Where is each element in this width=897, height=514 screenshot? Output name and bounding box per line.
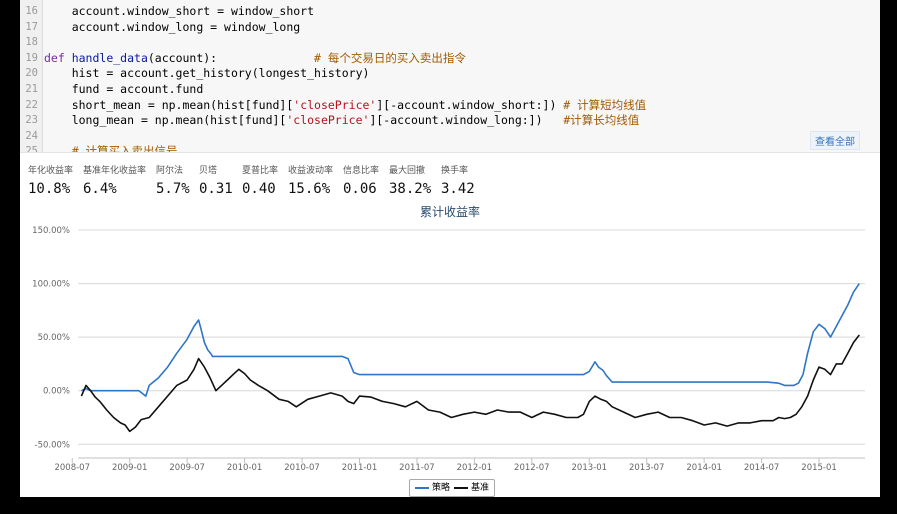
metric-label: 收益波动率 xyxy=(288,166,334,176)
code-line: 20 hist = account.get_history(longest_hi… xyxy=(20,65,880,81)
metric-sharpe: 夏普比率 0.40 xyxy=(242,163,278,197)
line-number: 20 xyxy=(25,67,38,80)
metric-value: 5.7% xyxy=(156,181,190,197)
x-tick-label: 2008-07 xyxy=(54,463,90,473)
view-all-button[interactable]: 查看全部 xyxy=(810,131,860,150)
metric-label: 夏普比率 xyxy=(242,166,279,176)
line-number: 24 xyxy=(25,129,38,142)
metric-label: 阿尔法 xyxy=(156,166,184,176)
code-text: account.window_short = window_short xyxy=(71,4,315,18)
line-number: 18 xyxy=(25,36,38,49)
line-number: 25 xyxy=(25,145,38,153)
chart-grid xyxy=(78,229,865,459)
line-number: 16 xyxy=(25,5,38,17)
code-text: short_mean = np.mean(hist[fund]['closePr… xyxy=(71,97,647,112)
metric-volatility: 收益波动率 15.6% xyxy=(288,163,333,197)
y-tick-label: 50.00% xyxy=(38,333,70,343)
y-axis-ticks: 150.00% 100.00% 50.00% 0.00% -50.00% xyxy=(32,226,70,450)
code-line: 22 short_mean = np.mean(hist[fund]['clos… xyxy=(20,97,880,113)
metric-benchmark-annual-return: 基准年化收益率 6.4% xyxy=(83,163,146,197)
metric-value: 3.42 xyxy=(441,181,475,197)
x-tick-label: 2014-01 xyxy=(686,463,722,473)
metric-label: 年化收益率 xyxy=(28,166,74,176)
metric-value: 0.06 xyxy=(343,181,377,197)
metric-beta: 贝塔 0.31 xyxy=(199,163,233,197)
x-tick-label: 2009-01 xyxy=(112,463,148,473)
metric-label: 换手率 xyxy=(441,166,469,176)
code-line: 18 xyxy=(20,34,880,50)
x-axis-ticks: 2008-07 2009-01 2009-07 2010-01 2010-07 2011-… xyxy=(54,458,837,473)
x-tick-label: 2010-01 xyxy=(227,463,263,473)
metric-annual-return: 年化收益率 10.8% xyxy=(28,163,73,197)
metric-value: 15.6% xyxy=(288,181,331,197)
x-tick-label: 2013-07 xyxy=(629,463,665,473)
y-tick-label: 150.00% xyxy=(32,226,70,236)
metric-value: 10.8% xyxy=(28,181,71,197)
code-text: fund = account.fund xyxy=(71,82,204,96)
code-line: 19 def handle_data(account): # 每个交易日的买入卖出… xyxy=(20,50,880,66)
code-line: 25 # 计算买入卖出信号 xyxy=(20,143,880,153)
code-editor[interactable]: 16 account.window_short = window_short 17… xyxy=(20,0,880,153)
x-tick-label: 2009-07 xyxy=(169,463,205,473)
x-tick-label: 2010-07 xyxy=(284,463,320,473)
y-tick-label: -50.00% xyxy=(35,440,70,450)
metric-label: 贝塔 xyxy=(199,166,218,176)
metric-information-ratio: 信息比率 0.06 xyxy=(343,163,379,197)
code-text: def handle_data(account): # 每个交易日的买入卖出指令 xyxy=(44,50,466,65)
y-tick-label: 0.00% xyxy=(43,387,70,397)
line-number-gutter xyxy=(20,0,43,152)
x-tick-label: 2012-01 xyxy=(457,463,493,473)
metric-value: 0.40 xyxy=(242,181,276,197)
legend-swatch-benchmark xyxy=(454,486,468,489)
metric-label: 信息比率 xyxy=(343,166,380,176)
chart-title: 累计收益率 xyxy=(419,205,480,219)
legend-item-benchmark[interactable]: 基准 xyxy=(454,481,489,495)
metric-alpha: 阿尔法 5.7% xyxy=(156,163,190,197)
legend-label-benchmark: 基准 xyxy=(471,483,490,493)
metric-label: 最大回撤 xyxy=(389,166,426,176)
line-number: 19 xyxy=(25,51,38,64)
x-tick-label: 2012-07 xyxy=(514,463,550,473)
line-number: 21 xyxy=(25,83,38,95)
legend-item-strategy[interactable]: 策略 xyxy=(415,481,450,495)
code-line: 21 fund = account.fund xyxy=(20,81,880,97)
code-text: hist = account.get_history(longest_histo… xyxy=(71,66,370,81)
chart-series xyxy=(80,283,860,433)
code-text: # 计算买入卖出信号 xyxy=(71,144,178,153)
x-tick-label: 2013-01 xyxy=(572,463,608,473)
x-tick-label: 2015-01 xyxy=(801,463,837,473)
line-number: 23 xyxy=(25,114,38,127)
code-line: 16 account.window_short = window_short xyxy=(20,3,880,19)
line-number: 22 xyxy=(25,98,38,111)
metric-turnover: 换手率 3.42 xyxy=(441,163,475,197)
code-text: account.window_long = window_long xyxy=(71,19,301,34)
series-line-benchmark xyxy=(80,334,860,433)
chart-legend: 策略 基准 xyxy=(409,479,495,497)
backtest-panel: 16 account.window_short = window_short 17… xyxy=(20,0,880,497)
y-tick-label: 100.00% xyxy=(32,280,70,290)
metric-value: 6.4% xyxy=(83,181,117,197)
code-text: long_mean = np.mean(hist[fund]['closePri… xyxy=(71,113,640,128)
metric-label: 基准年化收益率 xyxy=(83,166,147,176)
x-tick-label: 2011-01 xyxy=(342,463,378,473)
metric-value: 38.2% xyxy=(389,181,432,197)
cumulative-return-chart: 150.00% 100.00% 50.00% 0.00% -50.00% 2008-07… xyxy=(32,226,865,473)
legend-swatch-strategy xyxy=(415,486,429,489)
metric-max-drawdown: 最大回撤 38.2% xyxy=(389,163,431,197)
line-number: 17 xyxy=(25,20,38,33)
x-tick-label: 2014-07 xyxy=(744,463,780,473)
x-tick-label: 2011-07 xyxy=(399,463,435,473)
code-line: 17 account.window_long = window_long xyxy=(20,19,880,35)
legend-label-strategy: 策略 xyxy=(432,483,451,493)
series-line-strategy xyxy=(81,283,860,397)
code-line: 24 xyxy=(20,128,880,144)
metric-value: 0.31 xyxy=(199,181,233,197)
code-line: 23 long_mean = np.mean(hist[fund]['close… xyxy=(20,112,880,128)
